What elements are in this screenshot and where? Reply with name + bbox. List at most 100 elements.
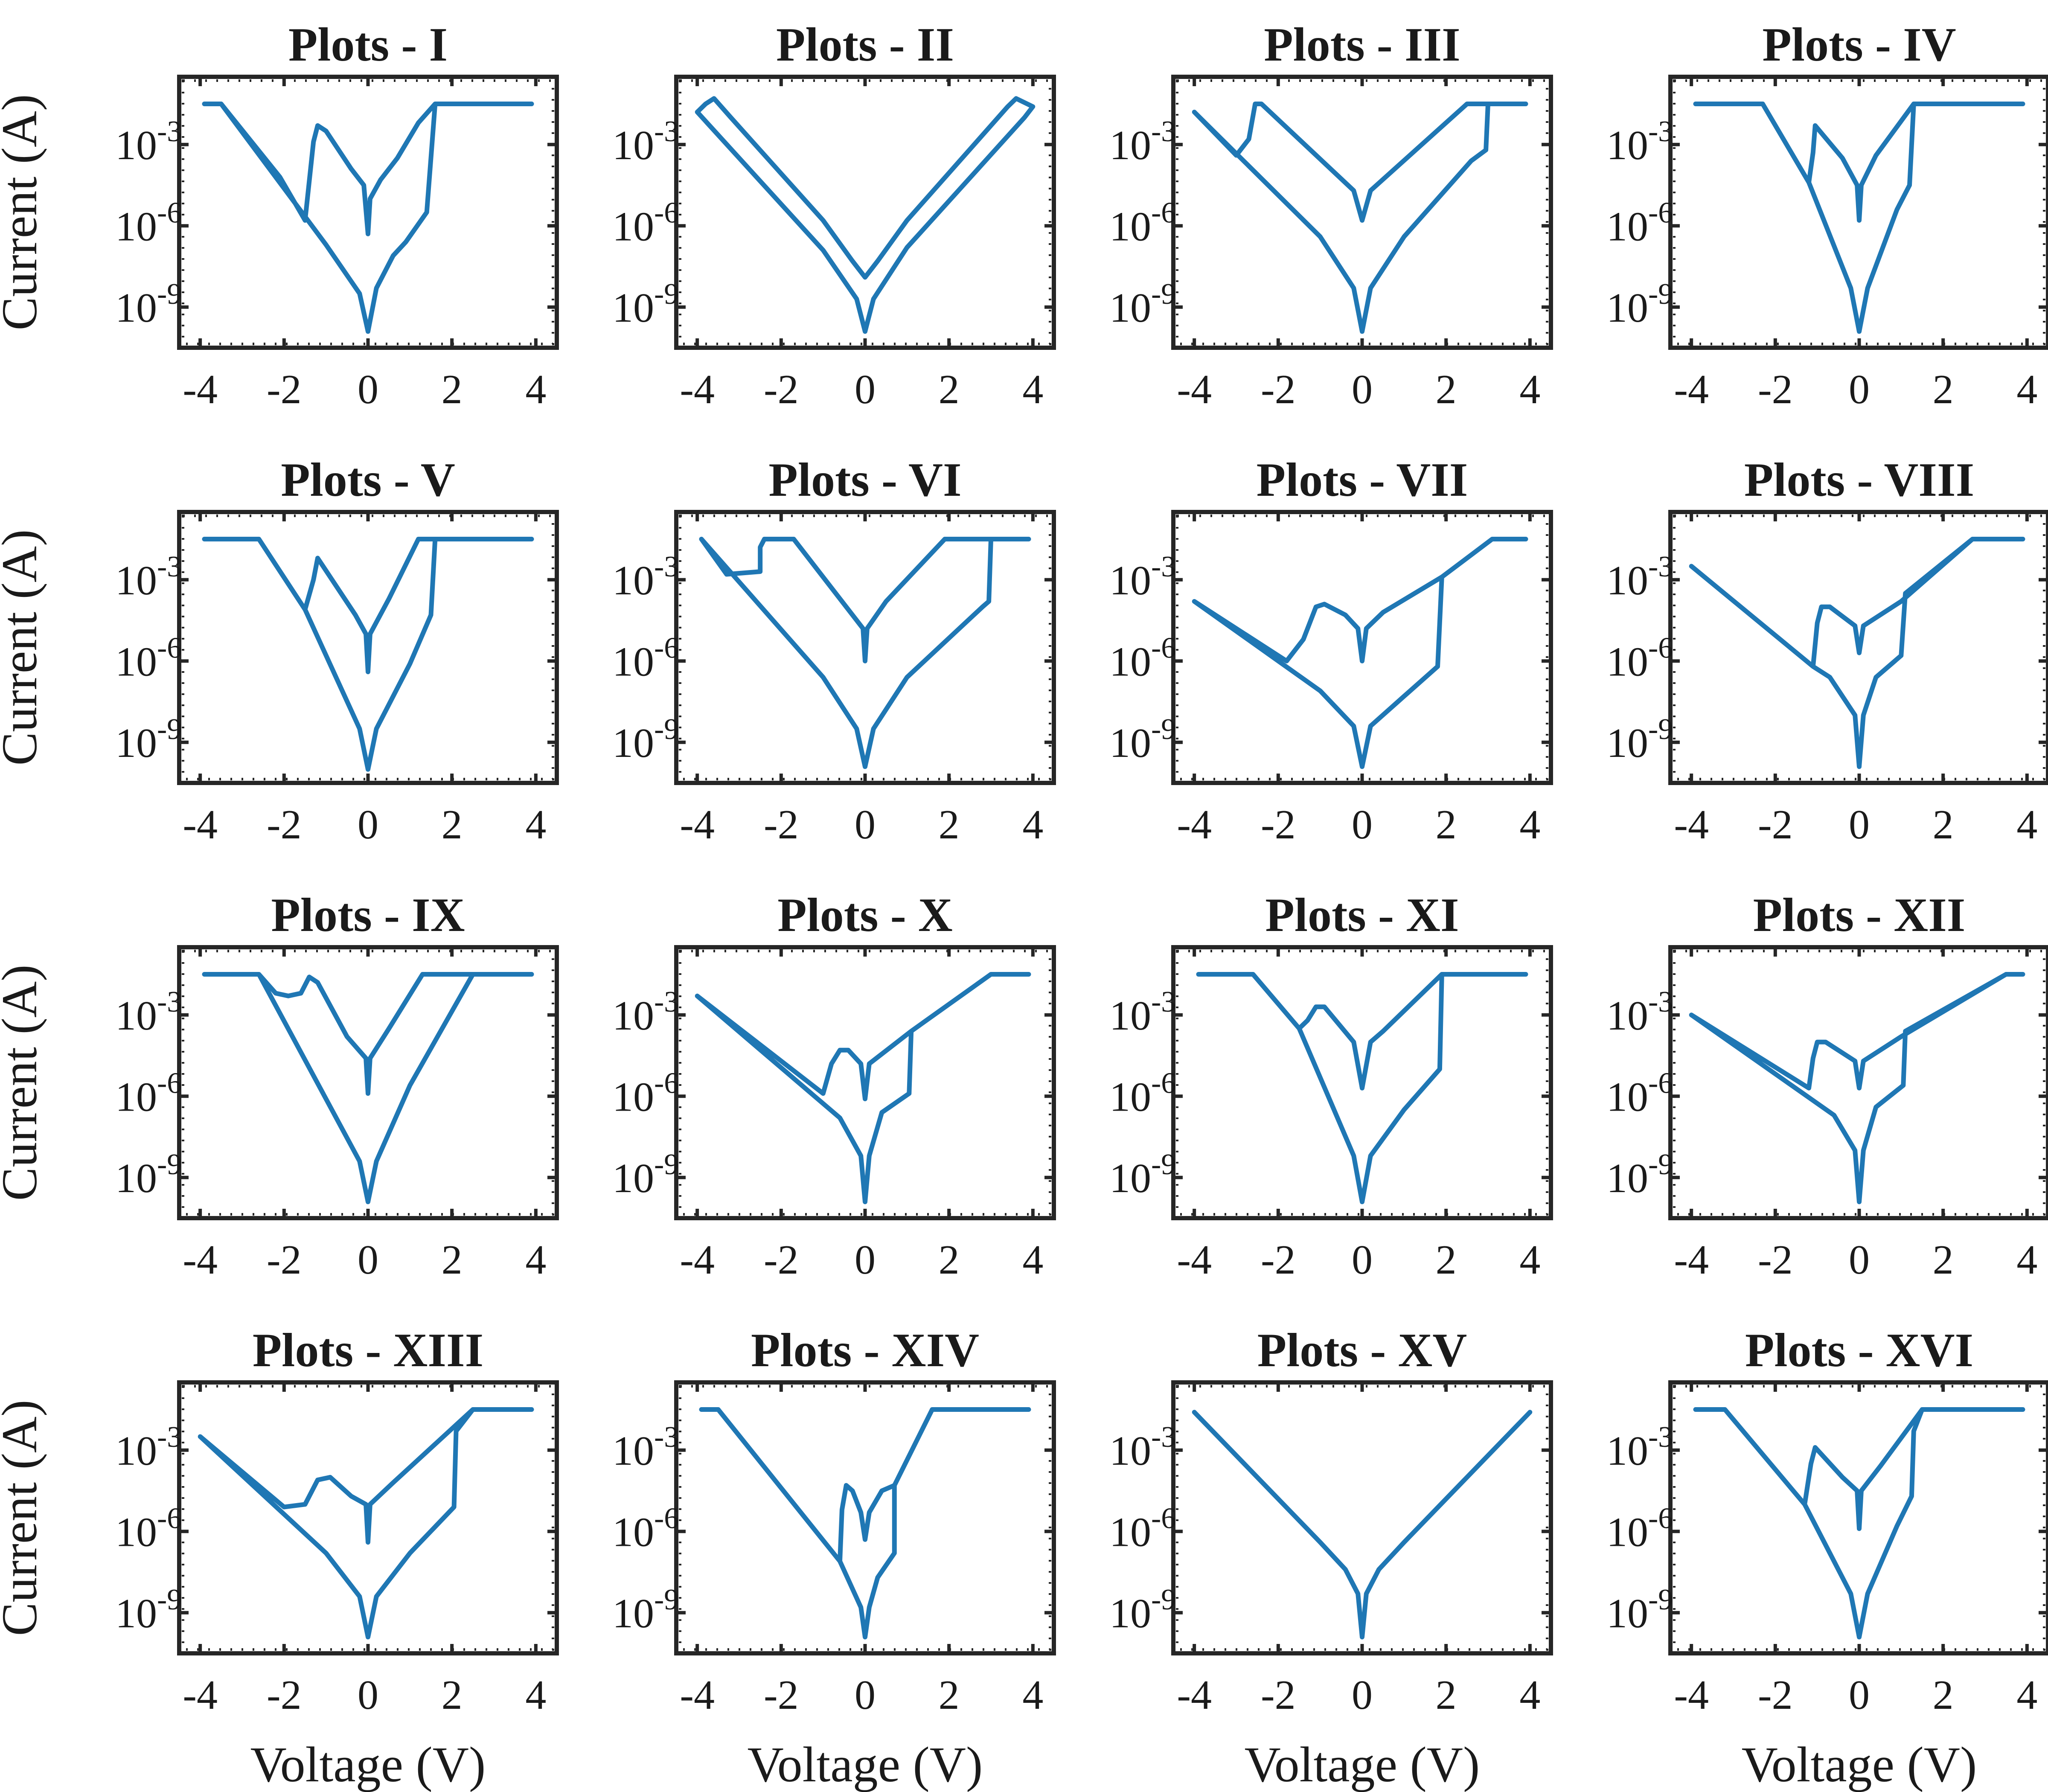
x-tick-label: -2 bbox=[1758, 367, 1793, 413]
y-tick-base: 10 bbox=[1109, 639, 1151, 685]
y-tick-label: 10-3 bbox=[1606, 550, 1673, 604]
y-tick-label: 10-9 bbox=[1109, 713, 1176, 766]
y-tick-base: 10 bbox=[1109, 720, 1151, 766]
x-tick-label: 4 bbox=[2016, 802, 2037, 848]
y-tick-exponent: -3 bbox=[654, 550, 679, 583]
x-tick-label: 2 bbox=[1436, 1672, 1457, 1718]
y-tick-base: 10 bbox=[1606, 122, 1648, 169]
series-line bbox=[1689, 537, 2025, 769]
y-tick-label: 10-6 bbox=[612, 1502, 679, 1555]
y-tick-label: 10-3 bbox=[115, 115, 182, 169]
series-line bbox=[1192, 102, 1528, 334]
y-tick-base: 10 bbox=[1109, 1074, 1151, 1120]
chart-panel: Plots - X-4 -2 0 2 410-910-610-3 bbox=[612, 889, 1056, 1283]
series-line bbox=[202, 537, 534, 772]
x-tick-label: 2 bbox=[939, 1672, 960, 1718]
chart-panel: Plots - XII-4 -2 0 2 410-910-610-3 bbox=[1606, 889, 2048, 1283]
y-tick-exponent: -3 bbox=[1648, 550, 1673, 583]
y-tick-exponent: -6 bbox=[1151, 1067, 1176, 1100]
chart-panel: Plots - XI-4 -2 0 2 410-910-610-3 bbox=[1109, 889, 1553, 1283]
y-tick-label: 10-3 bbox=[115, 986, 182, 1039]
chart-title: Plots - V bbox=[281, 454, 455, 506]
y-tick-label: 10-3 bbox=[115, 1421, 182, 1474]
x-tick-label: 4 bbox=[1519, 802, 1540, 848]
y-tick-label: 10-9 bbox=[612, 713, 679, 766]
x-tick-label: -2 bbox=[1261, 1237, 1296, 1283]
x-tick-label: 2 bbox=[442, 1237, 463, 1283]
y-tick-label: 10-9 bbox=[1109, 1148, 1176, 1201]
y-tick-exponent: -9 bbox=[1151, 278, 1176, 311]
y-tick-label: 10-3 bbox=[1606, 1421, 1673, 1474]
y-tick-exponent: -9 bbox=[654, 278, 679, 311]
y-axis-label: Current (A) bbox=[0, 94, 47, 331]
y-tick-exponent: -9 bbox=[1648, 1148, 1673, 1181]
y-tick-label: 10-9 bbox=[1606, 1583, 1673, 1637]
series-line bbox=[1693, 102, 2025, 334]
y-tick-label: 10-3 bbox=[1109, 550, 1176, 604]
y-tick-base: 10 bbox=[612, 122, 654, 169]
x-tick-label: 0 bbox=[1352, 1672, 1373, 1718]
x-tick-label: 4 bbox=[1022, 1672, 1043, 1718]
series-line bbox=[699, 537, 1031, 769]
y-tick-exponent: -9 bbox=[654, 713, 679, 746]
x-tick-label: 0 bbox=[358, 1237, 378, 1283]
x-tick-label: -2 bbox=[1758, 1237, 1793, 1283]
y-tick-label: 10-9 bbox=[612, 1148, 679, 1201]
y-tick-base: 10 bbox=[1606, 993, 1648, 1039]
y-tick-exponent: -9 bbox=[1648, 713, 1673, 746]
x-tick-label: 2 bbox=[442, 802, 463, 848]
y-tick-label: 10-9 bbox=[612, 278, 679, 331]
chart-title: Plots - III bbox=[1264, 18, 1460, 71]
y-tick-base: 10 bbox=[115, 1074, 157, 1120]
x-tick-label: 0 bbox=[1849, 1672, 1870, 1718]
y-tick-base: 10 bbox=[1109, 285, 1151, 331]
y-tick-base: 10 bbox=[115, 639, 157, 685]
series-line bbox=[695, 96, 1036, 334]
y-tick-base: 10 bbox=[115, 1591, 157, 1637]
y-tick-label: 10-6 bbox=[1109, 1502, 1176, 1555]
x-tick-label: 2 bbox=[1933, 1672, 1954, 1718]
y-tick-label: 10-3 bbox=[1606, 986, 1673, 1039]
y-tick-base: 10 bbox=[612, 285, 654, 331]
y-tick-label: 10-6 bbox=[1606, 196, 1673, 250]
x-tick-label: 2 bbox=[1436, 1237, 1457, 1283]
y-tick-label: 10-9 bbox=[115, 278, 182, 331]
y-tick-label: 10-3 bbox=[1109, 1421, 1176, 1474]
y-tick-base: 10 bbox=[115, 558, 157, 604]
y-tick-base: 10 bbox=[115, 993, 157, 1039]
y-tick-exponent: -6 bbox=[157, 196, 182, 229]
y-tick-exponent: -6 bbox=[1648, 196, 1673, 229]
y-tick-exponent: -9 bbox=[1648, 278, 1673, 311]
y-tick-base: 10 bbox=[1109, 204, 1151, 250]
series-line bbox=[1689, 972, 2025, 1204]
y-tick-exponent: -3 bbox=[157, 986, 182, 1018]
y-tick-exponent: -6 bbox=[1648, 1067, 1673, 1100]
x-tick-label: -4 bbox=[1674, 1672, 1709, 1718]
x-tick-label: -2 bbox=[1261, 802, 1296, 848]
x-tick-label: 4 bbox=[1519, 1672, 1540, 1718]
y-tick-label: 10-6 bbox=[1606, 631, 1673, 685]
y-tick-label: 10-6 bbox=[1606, 1067, 1673, 1120]
y-tick-exponent: -9 bbox=[157, 1148, 182, 1181]
y-tick-label: 10-6 bbox=[115, 1067, 182, 1120]
y-axis-label: Current (A) bbox=[0, 965, 47, 1201]
x-tick-label: -4 bbox=[183, 802, 218, 848]
y-tick-base: 10 bbox=[1109, 122, 1151, 169]
x-tick-label: 4 bbox=[2016, 1237, 2037, 1283]
y-tick-base: 10 bbox=[1109, 1155, 1151, 1201]
y-tick-exponent: -3 bbox=[1151, 986, 1176, 1018]
y-tick-base: 10 bbox=[1109, 1591, 1151, 1637]
y-tick-base: 10 bbox=[115, 285, 157, 331]
y-tick-label: 10-3 bbox=[1606, 115, 1673, 169]
y-tick-exponent: -6 bbox=[1151, 631, 1176, 664]
x-tick-label: -4 bbox=[183, 1672, 218, 1718]
y-tick-exponent: -3 bbox=[1151, 115, 1176, 148]
y-tick-base: 10 bbox=[612, 1591, 654, 1637]
series-line bbox=[198, 1407, 534, 1640]
x-tick-label: -2 bbox=[764, 1237, 799, 1283]
x-tick-label: 2 bbox=[939, 1237, 960, 1283]
